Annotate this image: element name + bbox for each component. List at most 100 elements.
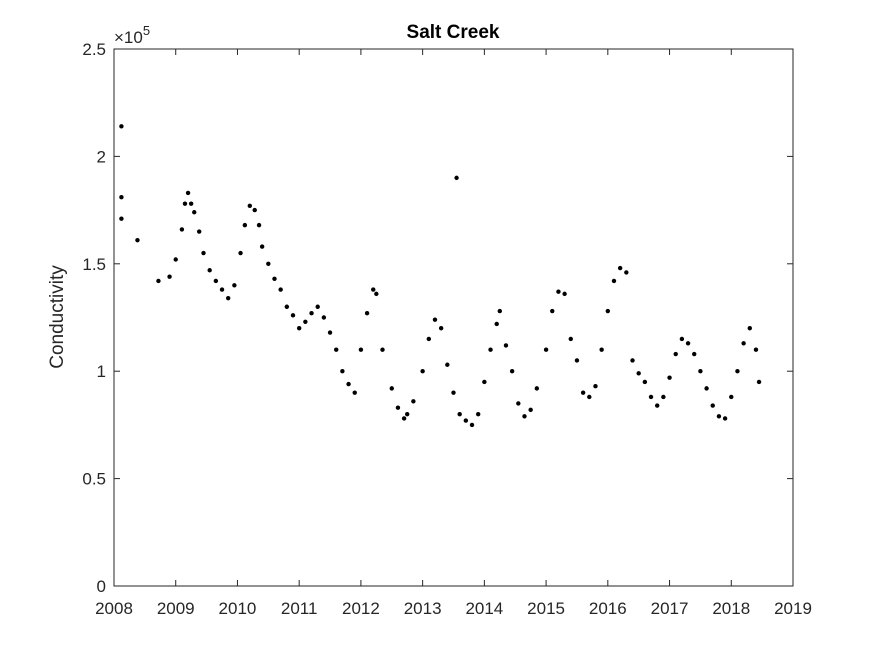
data-point bbox=[704, 386, 709, 391]
data-point bbox=[321, 315, 327, 320]
data-point bbox=[488, 347, 493, 352]
data-point bbox=[550, 308, 555, 314]
data-point bbox=[543, 347, 549, 352]
data-point bbox=[587, 394, 592, 400]
data-point bbox=[411, 399, 416, 404]
data-point bbox=[395, 405, 401, 410]
data-point bbox=[256, 222, 262, 228]
data-point bbox=[207, 268, 212, 273]
data-point bbox=[475, 411, 481, 417]
data-point bbox=[463, 418, 469, 423]
data-point bbox=[454, 175, 459, 181]
data-point bbox=[315, 304, 320, 309]
data-point bbox=[503, 343, 509, 348]
data-point bbox=[225, 295, 231, 301]
x-tick-label: 2008 bbox=[95, 599, 133, 618]
data-point bbox=[380, 347, 385, 352]
data-point bbox=[182, 201, 188, 206]
data-point bbox=[445, 362, 450, 367]
data-point bbox=[679, 336, 685, 342]
plot-area bbox=[113, 48, 794, 587]
data-point bbox=[516, 401, 521, 406]
data-point bbox=[167, 274, 172, 279]
data-point bbox=[469, 422, 475, 428]
data-point bbox=[522, 414, 527, 419]
data-point bbox=[420, 369, 425, 374]
data-point bbox=[389, 386, 394, 391]
data-point bbox=[238, 250, 243, 256]
data-point bbox=[630, 358, 635, 363]
data-point bbox=[303, 319, 308, 324]
y-tick-label: 2 bbox=[97, 147, 106, 166]
data-point bbox=[580, 390, 586, 395]
data-point bbox=[232, 283, 237, 288]
data-point bbox=[426, 336, 432, 342]
y-tick-label: 0 bbox=[97, 577, 106, 596]
data-point bbox=[352, 390, 357, 395]
data-point bbox=[119, 124, 124, 129]
x-tick-label: 2017 bbox=[651, 599, 689, 618]
data-point bbox=[327, 330, 333, 335]
data-point bbox=[648, 394, 654, 400]
data-point bbox=[568, 336, 573, 342]
data-point bbox=[242, 222, 248, 228]
data-point bbox=[624, 270, 629, 275]
data-point bbox=[729, 394, 734, 400]
data-point bbox=[593, 384, 598, 389]
y-exponent-base: ×10 bbox=[114, 28, 143, 47]
data-point bbox=[266, 261, 271, 266]
data-point bbox=[716, 414, 722, 419]
y-tick-label: 2.5 bbox=[82, 40, 106, 59]
data-point bbox=[252, 207, 257, 213]
data-point bbox=[685, 341, 691, 346]
data-point bbox=[667, 375, 672, 380]
y-tick-label: 1 bbox=[97, 362, 106, 381]
data-point bbox=[278, 287, 283, 292]
data-point bbox=[756, 379, 762, 385]
scatter-series bbox=[119, 124, 762, 428]
data-point bbox=[710, 403, 715, 408]
x-tick-label: 2015 bbox=[527, 599, 565, 618]
data-point bbox=[358, 347, 364, 352]
data-point bbox=[364, 311, 370, 316]
data-point bbox=[438, 326, 444, 331]
data-point bbox=[201, 250, 206, 256]
data-point bbox=[401, 416, 407, 421]
data-point bbox=[405, 411, 410, 417]
data-point bbox=[617, 265, 623, 271]
y-tick-label: 1.5 bbox=[82, 255, 106, 274]
data-point bbox=[636, 371, 641, 376]
data-point bbox=[119, 216, 124, 221]
data-point bbox=[219, 287, 225, 292]
x-tick-label: 2016 bbox=[589, 599, 627, 618]
data-point bbox=[290, 313, 296, 318]
data-point bbox=[188, 201, 194, 206]
data-point bbox=[605, 308, 611, 314]
data-point bbox=[196, 229, 202, 234]
data-point bbox=[213, 278, 219, 284]
data-point bbox=[156, 278, 161, 284]
x-tick-label: 2012 bbox=[342, 599, 380, 618]
data-point bbox=[482, 379, 487, 385]
data-point bbox=[135, 237, 140, 243]
x-tick-label: 2009 bbox=[157, 599, 195, 618]
data-point bbox=[599, 347, 604, 352]
y-axis-label: Conductivity bbox=[47, 265, 68, 369]
x-tick-label: 2013 bbox=[404, 599, 442, 618]
data-point bbox=[451, 390, 456, 395]
data-point bbox=[340, 369, 345, 374]
data-point bbox=[296, 326, 302, 331]
data-point bbox=[655, 403, 660, 408]
data-point bbox=[119, 195, 124, 200]
x-tick-label: 2014 bbox=[465, 599, 503, 618]
data-point bbox=[642, 379, 648, 385]
data-point bbox=[432, 317, 438, 322]
data-point bbox=[528, 407, 533, 413]
data-point bbox=[457, 411, 462, 417]
y-tick-label: 0.5 bbox=[82, 470, 106, 489]
data-point bbox=[371, 287, 376, 292]
chart-title: Salt Creek bbox=[407, 22, 500, 43]
data-point bbox=[247, 203, 252, 209]
data-point bbox=[611, 278, 617, 284]
